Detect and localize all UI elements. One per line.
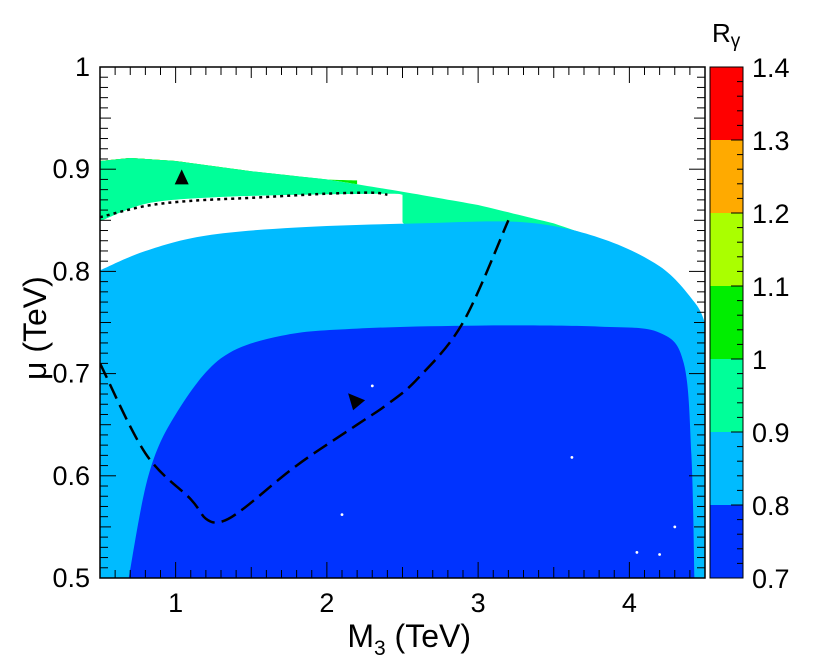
series-dashed [100,219,510,524]
x-tick-label: 3 [471,588,486,618]
heatmap-regions [100,158,705,578]
colorbar-swatch [710,505,743,578]
y-axis: 0.5 0.6 0.7 0.8 0.9 1 [52,52,705,593]
trajectory-curves [100,169,510,524]
colorbar: 0.7 0.8 0.9 1 1.1 1.2 1.3 1.4 [709,53,790,594]
x-axis-title-main: M [347,618,374,654]
x-axis-title-sub: 3 [374,637,386,660]
colorbar-frame [709,66,744,579]
scatter-gaps [340,384,677,556]
colorbar-swatch [710,432,743,505]
colorbar-title: Rγ [712,18,741,52]
x-axis: 1 2 3 4 [99,67,706,618]
region--0-7-0-8 [128,325,695,578]
y-tick-label: 0.6 [52,461,90,491]
x-tick-label: 4 [622,588,637,618]
gap-dot-2 [570,456,574,459]
colorbar-swatch [710,286,743,359]
colorbar-title-sub: γ [731,31,741,52]
y-tick-label: 0.7 [52,359,90,389]
colorbar-tick-label: 1 [752,345,767,375]
gap-dot-4 [635,551,639,554]
arrow-dashed [348,393,366,411]
x-tick-label: 1 [168,588,183,618]
y-tick-label: 0.8 [52,256,90,286]
colorbar-swatch [710,359,743,432]
colorbar-title-main: R [712,18,731,48]
x-axis-title-unit: (TeV) [386,618,471,654]
region--0-9-1-0 [100,158,403,222]
colorbar-swatch [710,140,743,213]
colorbar-tick-label: 1.1 [752,272,790,302]
gap-dot-3 [340,513,344,516]
gap-dot-6 [673,525,677,529]
y-axis-title: μ (TeV) [17,276,53,380]
colorbar-swatch [710,213,743,286]
colorbar-tick-label: 1.2 [752,199,790,229]
gap-dot-1 [370,384,374,388]
y-tick-label: 1 [75,52,90,82]
colorbar-tick-label: 1.4 [752,53,790,83]
x-axis-title: M3 (TeV) [347,618,471,660]
x-tick-label: 2 [319,588,334,618]
colorbar-tick-label: 1.3 [752,126,790,156]
y-tick-label: 0.5 [52,563,90,593]
series-dotted [100,191,388,219]
gap-dot-5 [658,553,661,556]
colorbar-swatch [710,67,743,140]
colorbar-tick-label: 0.7 [752,564,790,594]
colorbar-tick-label: 0.9 [752,418,790,448]
y-tick-label: 0.9 [52,154,90,184]
arrow-dotted [174,169,189,185]
colorbar-tick-label: 0.8 [752,491,790,521]
